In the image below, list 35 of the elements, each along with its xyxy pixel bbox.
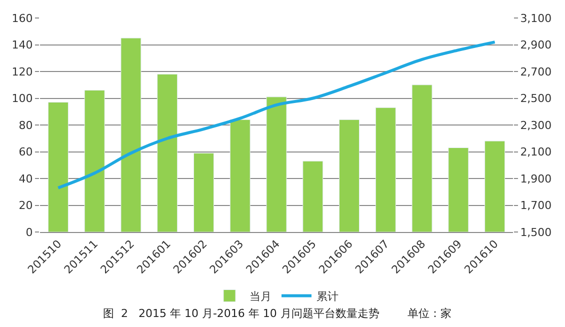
bar xyxy=(484,140,506,232)
bar xyxy=(412,84,432,232)
bar xyxy=(339,119,360,232)
bar xyxy=(375,107,396,232)
y2-tick-label: 2,300 xyxy=(520,118,552,132)
y2-tick-label: 1,500 xyxy=(520,226,552,239)
caption: 图 2 2015 年 10 月-2016 年 10 月问题平台数量走势 单位：家 xyxy=(103,307,452,320)
y2-tick-label: 3,100 xyxy=(520,12,552,25)
legend-label: 当月 xyxy=(250,290,272,304)
line-series xyxy=(56,40,496,190)
bar xyxy=(157,74,178,232)
y-tick-label: 60 xyxy=(18,146,33,159)
bar xyxy=(448,147,469,232)
y-tick-label: 140 xyxy=(12,38,33,52)
y2-tick-label: 2,900 xyxy=(520,38,552,52)
bar xyxy=(230,119,250,232)
y2-tick-label: 2,100 xyxy=(520,146,552,159)
bar xyxy=(266,96,287,232)
y2-tick-label: 2,700 xyxy=(520,65,552,78)
bar xyxy=(48,102,68,232)
y2-tick-label: 1,900 xyxy=(520,172,552,186)
bar xyxy=(84,90,105,232)
bar xyxy=(193,152,214,232)
y-tick-label: 120 xyxy=(12,65,33,78)
y2-tick-label: 1,700 xyxy=(520,199,552,212)
bar xyxy=(302,160,324,232)
y-tick-label: 20 xyxy=(18,199,33,212)
y-tick-label: 160 xyxy=(12,12,33,25)
y2-tick-label: 2,500 xyxy=(520,92,552,106)
bar xyxy=(120,38,142,232)
y-tick-label: 100 xyxy=(12,92,33,106)
y-tick-label: 80 xyxy=(18,118,33,132)
legend-label: 累计 xyxy=(316,290,338,304)
y-tick-label: 40 xyxy=(18,172,33,186)
y-tick-label: 0 xyxy=(26,226,33,239)
